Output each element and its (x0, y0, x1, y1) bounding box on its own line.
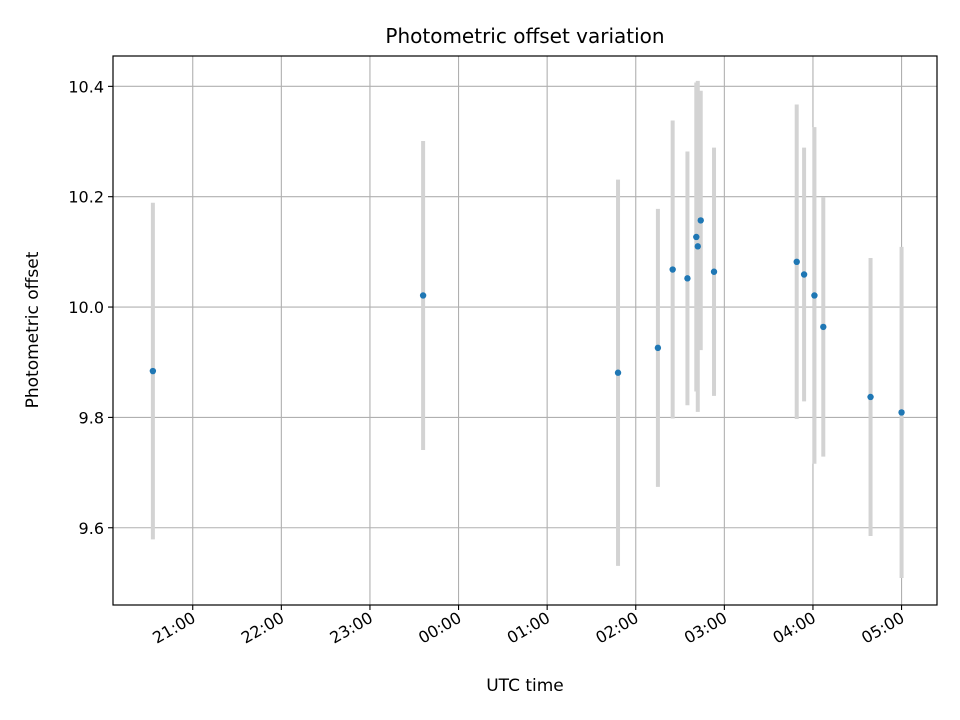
y-tick-label: 9.6 (79, 519, 104, 538)
y-tick-label: 9.8 (79, 408, 104, 427)
data-point (614, 369, 622, 376)
y-axis-label: Photometric offset (23, 251, 43, 408)
data-point (669, 266, 676, 273)
data-point (898, 409, 905, 416)
data-points (149, 217, 905, 416)
data-point (419, 292, 427, 299)
data-point (694, 243, 701, 250)
data-point (654, 344, 662, 352)
x-axis-label: UTC time (486, 676, 564, 696)
data-point (867, 393, 874, 401)
y-tick-label: 10.0 (68, 298, 104, 317)
data-point (697, 217, 704, 224)
plot-area-frame (112, 55, 938, 606)
data-point (811, 292, 818, 299)
data-point (793, 258, 800, 266)
data-point (800, 271, 808, 278)
data-point (149, 367, 157, 375)
data-point (710, 268, 718, 275)
data-point (684, 275, 691, 282)
data-point (693, 233, 700, 241)
chart-title: Photometric offset variation (385, 24, 664, 48)
y-axis-ticks: 9.6 9.8 10.0 10.2 10.4 (68, 77, 113, 538)
y-tick-label: 10.2 (68, 188, 104, 207)
data-point (820, 323, 827, 331)
y-tick-label: 10.4 (68, 77, 104, 96)
